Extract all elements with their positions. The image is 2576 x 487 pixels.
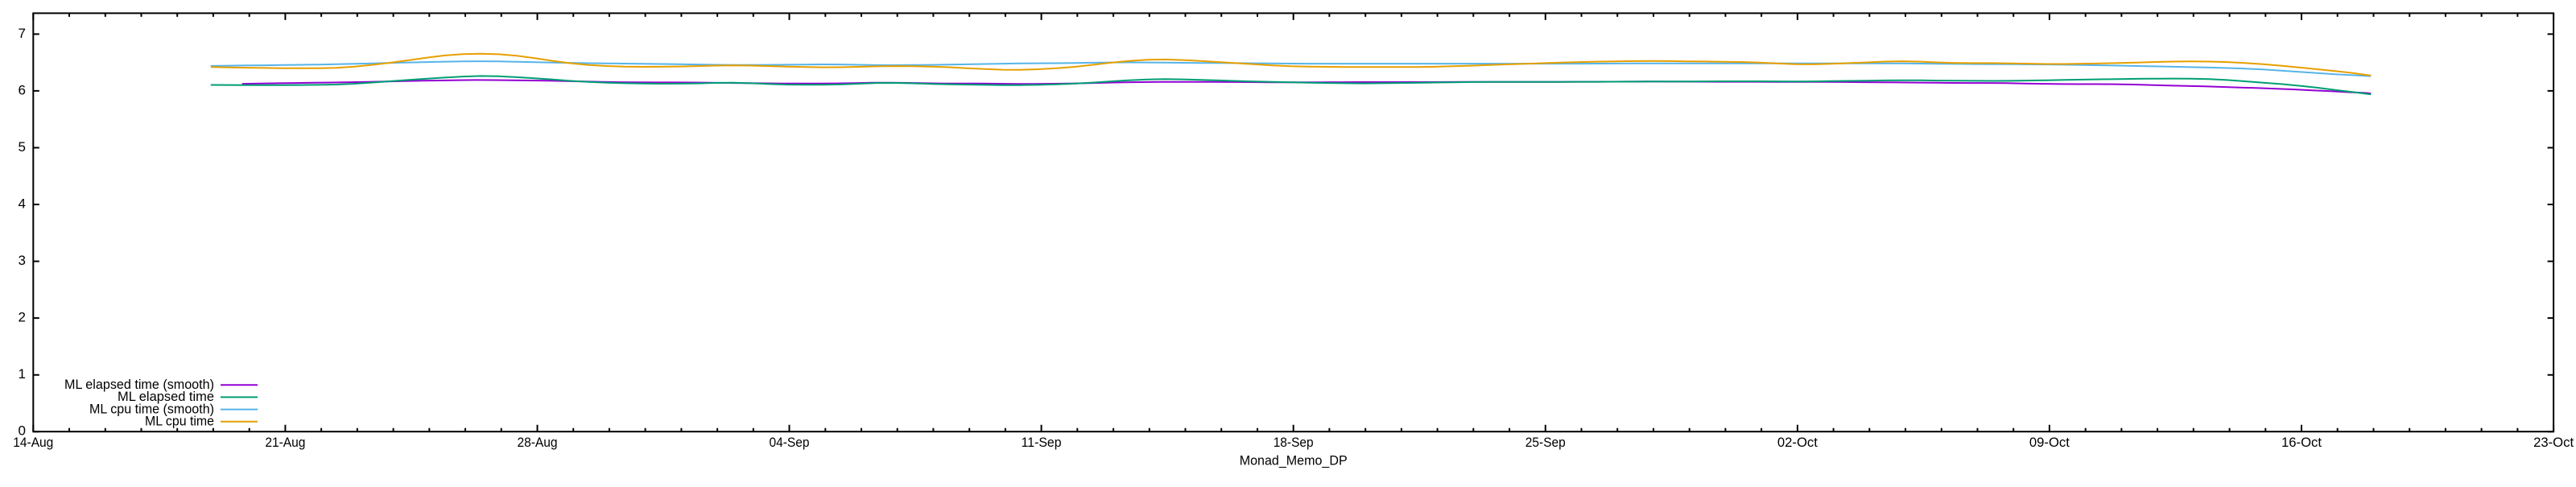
svg-text:04-Sep: 04-Sep <box>770 435 810 450</box>
svg-text:28-Aug: 28-Aug <box>518 435 558 450</box>
svg-text:21-Aug: 21-Aug <box>265 435 305 450</box>
svg-text:ML cpu time: ML cpu time <box>145 414 214 429</box>
svg-text:18-Sep: 18-Sep <box>1274 435 1314 450</box>
svg-text:7: 7 <box>19 26 26 41</box>
svg-text:23-Oct: 23-Oct <box>2533 435 2574 450</box>
svg-text:ML cpu time (smooth): ML cpu time (smooth) <box>89 401 214 416</box>
svg-text:5: 5 <box>19 139 26 155</box>
svg-text:ML elapsed time: ML elapsed time <box>118 389 214 404</box>
svg-text:0: 0 <box>19 423 26 439</box>
svg-text:09-Oct: 09-Oct <box>2029 435 2070 450</box>
svg-text:Monad_Memo_DP: Monad_Memo_DP <box>1240 453 1348 468</box>
svg-text:25-Sep: 25-Sep <box>1525 435 1566 450</box>
svg-text:1: 1 <box>19 366 26 382</box>
svg-text:3: 3 <box>19 253 26 268</box>
svg-text:11-Sep: 11-Sep <box>1022 435 1062 450</box>
svg-text:4: 4 <box>19 196 26 212</box>
svg-text:2: 2 <box>19 310 26 325</box>
svg-text:02-Oct: 02-Oct <box>1777 435 1818 450</box>
svg-text:16-Oct: 16-Oct <box>2281 435 2322 450</box>
svg-text:6: 6 <box>19 82 26 97</box>
svg-text:ML elapsed time (smooth): ML elapsed time (smooth) <box>64 377 214 392</box>
svg-text:14-Aug: 14-Aug <box>13 435 53 450</box>
